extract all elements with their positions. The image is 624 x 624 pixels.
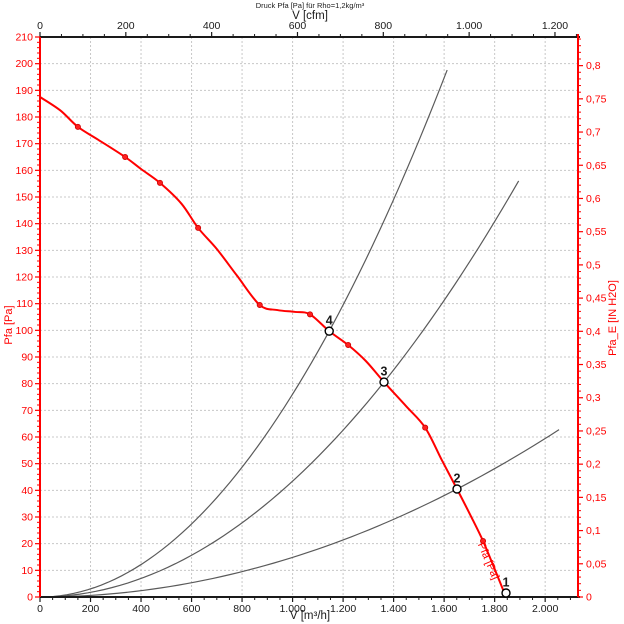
bottom-tick-label: 2.000 [532,603,558,615]
top-tick-label: 400 [203,20,221,32]
right-tick-label: 0,15 [586,492,607,504]
measured-point [195,224,202,231]
left-tick-label: 20 [21,538,33,550]
bottom-tick-label: 1.400 [380,603,406,615]
operating-point-label-3: 3 [381,365,388,379]
right-tick-label: 0,25 [586,425,607,437]
bottom-tick-label: 800 [233,603,251,615]
measured-point [74,123,81,130]
bottom-axis-label: V [m³/h] [289,610,331,622]
bottom-tick-label: 0 [37,603,43,615]
bottom-tick-label: 1.800 [482,603,508,615]
system-curve-1 [39,69,448,598]
right-tick-label: 0,75 [586,93,607,105]
right-tick-label: 0,35 [586,359,607,371]
left-tick-label: 30 [21,512,33,524]
left-tick-label: 110 [16,298,33,310]
left-tick-label: 190 [15,85,33,97]
left-tick-label: 140 [15,218,33,230]
left-tick-label: 10 [21,565,33,577]
chart-title: Druck Pfa [Pa] für Rho=1,2kg/m³ [255,1,365,10]
right-tick-label: 0,3 [586,392,601,404]
right-tick-label: 0,05 [586,558,607,570]
left-tick-label: 130 [15,245,33,257]
fan-curve [39,96,507,598]
system-curve-3 [39,429,560,598]
left-tick-label: 70 [21,405,33,417]
measured-point [307,311,314,318]
left-tick-label: 200 [15,58,33,70]
operating-point-label-2: 2 [454,472,461,486]
right-tick-label: 0,1 [586,525,601,537]
right-tick-label: 0,65 [586,160,607,172]
left-tick-label: 0 [27,592,33,604]
top-tick-label: 1.000 [456,20,482,32]
right-tick-label: 0 [586,592,592,604]
operating-point-2 [452,484,462,494]
right-tick-label: 0,4 [586,326,601,338]
left-tick-label: 90 [21,352,33,364]
left-tick-label: 40 [21,485,33,497]
top-tick-label: 800 [375,20,393,32]
top-tick-label: 0 [37,20,43,32]
bottom-tick-label: 1.200 [330,603,356,615]
measured-point [156,179,163,186]
bottom-tick-label: 600 [183,603,201,615]
bottom-tick-label: 200 [82,603,100,615]
bottom-tick-label: 1.600 [431,603,457,615]
right-tick-label: 0,2 [586,459,601,471]
fan-curve-inline-label: Pfa [Pa] [475,541,501,582]
left-tick-label: 160 [15,165,33,177]
left-tick-label: 50 [21,458,33,470]
right-tick-label: 0,5 [586,259,601,271]
measured-point [122,153,129,160]
right-tick-label: 0,55 [586,226,607,238]
left-tick-label: 120 [15,272,33,284]
right-tick-label: 0,45 [586,293,607,305]
top-tick-label: 600 [289,20,307,32]
right-tick-label: 0,7 [586,127,601,139]
operating-point-1 [501,588,511,598]
operating-point-4 [324,326,334,336]
left-tick-label: 60 [21,432,33,444]
right-axis-label: Pfa_E [IN H2O] [607,280,619,356]
left-tick-label: 150 [15,192,33,204]
left-tick-label: 210 [15,32,33,44]
left-tick-label: 170 [15,138,33,150]
top-tick-label: 200 [117,20,135,32]
measured-point [256,301,263,308]
system-curve-2 [39,180,520,598]
right-tick-label: 0,8 [586,60,601,72]
measured-point [480,538,487,545]
left-tick-label: 100 [15,325,33,337]
measured-point [422,424,429,431]
left-axis-label: Pfa [Pa] [3,305,15,344]
top-tick-label: 1.200 [542,20,568,32]
bottom-tick-label: 400 [132,603,150,615]
top-axis-label: V [cfm] [292,10,328,22]
right-tick-label: 0,6 [586,193,601,205]
operating-point-3 [379,377,389,387]
bottom-tick-label: 1.000 [279,603,305,615]
left-tick-label: 180 [15,112,33,124]
operating-point-label-4: 4 [326,314,333,328]
left-tick-label: 80 [21,378,33,390]
measured-point [345,341,352,348]
operating-point-label-1: 1 [503,576,510,590]
